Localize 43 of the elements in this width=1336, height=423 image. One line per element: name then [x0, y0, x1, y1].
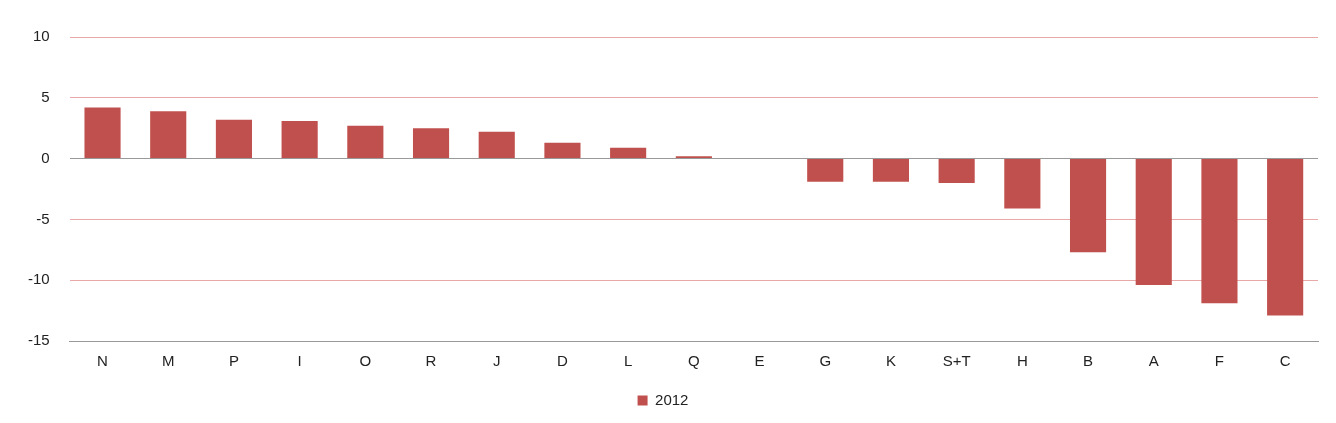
bar	[610, 147, 647, 159]
bar	[1267, 159, 1304, 316]
bar	[1135, 159, 1172, 286]
x-tick-label: R	[425, 352, 437, 370]
bar	[807, 159, 844, 182]
x-tick-label: J	[492, 352, 501, 370]
bar	[84, 107, 121, 159]
bar	[478, 131, 515, 159]
x-tick-label: I	[297, 352, 302, 370]
y-tick-label: 10	[32, 27, 50, 45]
y-tick-label: 5	[41, 87, 50, 105]
bar	[215, 119, 252, 159]
y-tick-label: 0	[41, 148, 50, 166]
x-tick-label: A	[1148, 352, 1159, 370]
x-tick-label: P	[228, 352, 239, 370]
x-tick-label: L	[623, 352, 633, 370]
x-tick-label: H	[1016, 352, 1028, 370]
bar	[412, 128, 450, 159]
x-tick-label: N	[97, 352, 108, 370]
x-tick-label: G	[819, 352, 832, 370]
bar	[150, 111, 187, 159]
x-tick-label: C	[1279, 352, 1291, 370]
y-tick-label: -10	[27, 270, 50, 288]
y-tick-label: -15	[27, 331, 50, 349]
x-tick-label: F	[1214, 352, 1225, 370]
x-tick-label: B	[1083, 352, 1094, 370]
legend-label: 2012	[655, 390, 689, 408]
bar	[1004, 159, 1041, 209]
bar	[938, 159, 975, 183]
x-tick-label: Q	[688, 352, 700, 370]
y-tick-label: -5	[36, 209, 50, 227]
bar	[872, 159, 910, 182]
x-tick-label: M	[161, 352, 175, 370]
x-tick-label: D	[557, 352, 569, 370]
bar	[1201, 159, 1238, 304]
x-tick-label: S+T	[942, 352, 971, 370]
bar	[281, 120, 318, 159]
x-tick-label: E	[754, 352, 765, 370]
x-tick-label: K	[885, 352, 896, 370]
bar	[347, 125, 384, 159]
bar	[1069, 159, 1107, 253]
x-tick-label: O	[359, 352, 372, 370]
bar	[544, 142, 581, 159]
